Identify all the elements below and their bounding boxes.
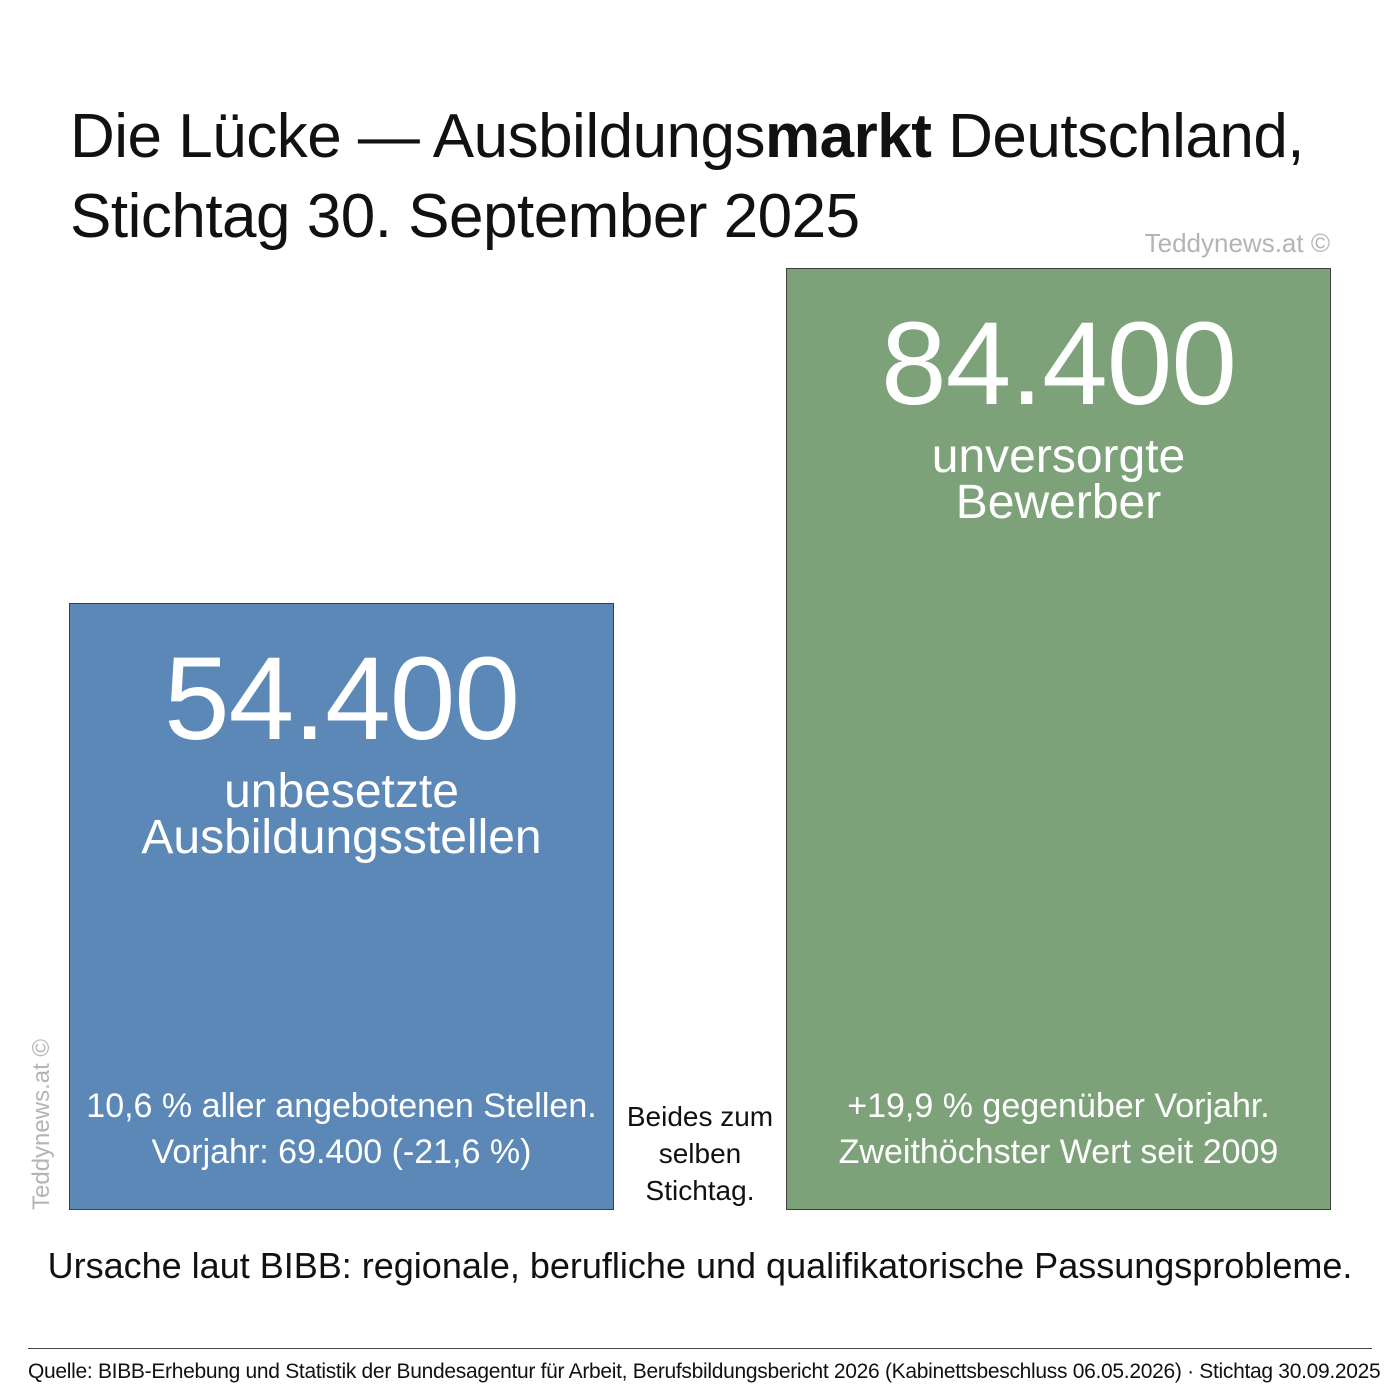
chart-title: Die Lücke — Ausbildungsmarkt Deutschland… [70,97,1350,257]
cause-text: Ursache laut BIBB: regionale, berufliche… [47,1245,1353,1286]
title-part-bold: markt [765,101,932,171]
bar-category-line2: Bewerber [955,476,1162,529]
bar-value-label: 54.400 [164,633,520,765]
watermark-top: Teddynews.at © [1144,228,1330,258]
middle-note-line1: Beides zum [626,1101,774,1132]
bar-value-label: 84.400 [881,298,1237,430]
bar-unversorgte-bewerber: 84.400 unversorgte Bewerber +19,9 % gege… [786,268,1331,1210]
bar-note: +19,9 % gegenüber Vorjahr. Zweithöchster… [787,1083,1330,1175]
title-part2: Deutschland, [931,101,1305,171]
middle-note-line3: Stichtag. [645,1175,755,1206]
bar-unbesetzte-stellen: 54.400 unbesetzte Ausbildungsstellen 10,… [69,603,614,1210]
bar-note-line2: Zweithöchster Wert seit 2009 [838,1133,1279,1171]
bar-category-line2: Ausbildungsstellen [141,811,542,864]
middle-note-line2: selben [658,1138,742,1169]
title-line2: Stichtag 30. September 2025 [70,181,860,251]
bar-note: 10,6 % aller angebotenen Stellen. Vorjah… [70,1083,613,1175]
middle-note: Beides zum selben Stichtag. [620,1098,780,1209]
bar-note-line1: +19,9 % gegenüber Vorjahr. [847,1087,1270,1125]
bar-note-line2: Vorjahr: 69.400 (-21,6 %) [151,1133,532,1171]
bar-category-label: unbesetzte Ausbildungsstellen [70,768,613,864]
bar-category-line1: unversorgte [931,430,1186,483]
bar-category-line1: unbesetzte [224,765,459,818]
bar-category-label: unversorgte Bewerber [787,433,1330,529]
bar-note-line1: 10,6 % aller angebotenen Stellen. [86,1087,597,1125]
divider [28,1348,1372,1349]
source-text: Quelle: BIBB-Erhebung und Statistik der … [28,1360,1381,1383]
watermark-side: Teddynews.at © [28,1038,55,1210]
title-part1: Die Lücke — Ausbildungs [70,101,766,171]
